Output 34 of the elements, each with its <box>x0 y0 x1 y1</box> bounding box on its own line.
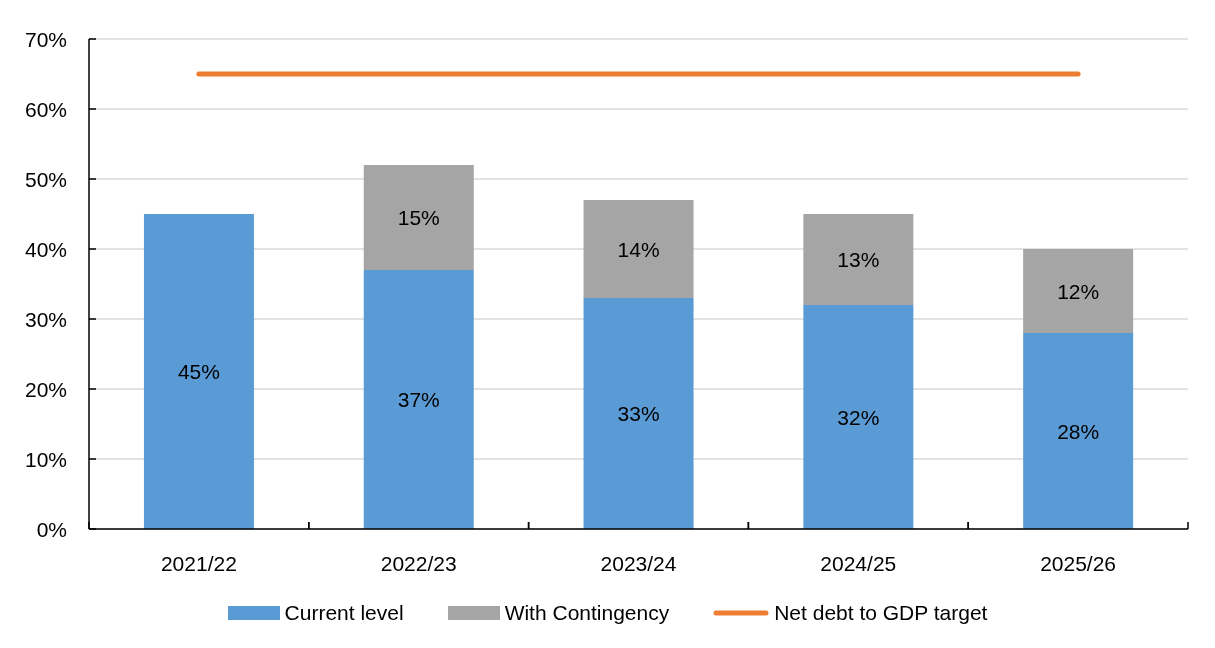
y-tick-label: 0% <box>36 517 67 541</box>
bar <box>363 270 474 529</box>
data-label: 13% <box>837 248 880 271</box>
bar <box>803 305 914 529</box>
data-label: 37% <box>397 388 440 411</box>
y-tick-label: 50% <box>24 167 67 191</box>
x-tick-label: 2023/24 <box>600 551 677 575</box>
legend-label: Current level <box>284 601 404 625</box>
bar <box>1023 249 1134 333</box>
bar <box>803 214 914 305</box>
data-label: 28% <box>1057 419 1100 443</box>
bar <box>1023 333 1134 529</box>
data-label: 12% <box>1057 279 1100 303</box>
data-label: 15% <box>397 206 440 229</box>
x-tick-label: 2022/23 <box>380 551 457 575</box>
legend-label: With Contingency <box>504 601 670 625</box>
data-label: 45% <box>177 360 220 383</box>
bar <box>583 298 694 529</box>
x-tick-label: 2024/25 <box>820 551 897 575</box>
legend-label: Net debt to GDP target <box>774 601 988 625</box>
data-label: 32% <box>837 405 880 429</box>
bar <box>143 214 254 529</box>
x-tick-label: 2025/26 <box>1040 551 1117 575</box>
y-tick-label: 70% <box>24 27 67 51</box>
x-tick-label: 2021/22 <box>160 551 237 575</box>
data-label: 33% <box>617 402 660 425</box>
y-tick-label: 30% <box>24 307 67 331</box>
bar <box>583 200 694 298</box>
y-tick-label: 40% <box>24 237 67 261</box>
y-tick-label: 20% <box>24 377 67 401</box>
data-label: 14% <box>617 237 660 261</box>
y-tick-label: 60% <box>24 97 67 121</box>
y-tick-label: 10% <box>24 447 67 471</box>
bar <box>363 165 474 270</box>
